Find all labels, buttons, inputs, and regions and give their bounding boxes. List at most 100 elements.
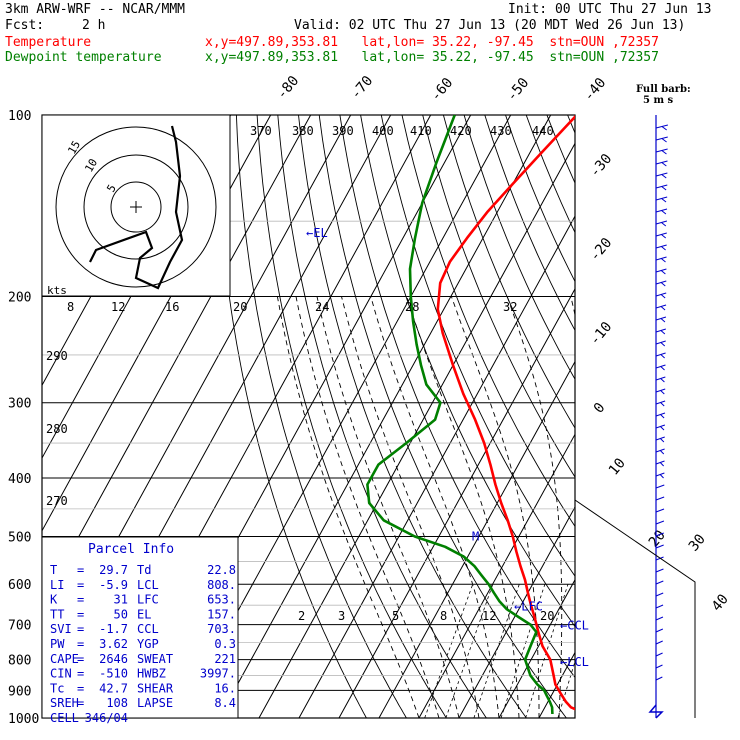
parcel-eq: = <box>77 607 84 621</box>
parcel-key: SHEAR <box>137 681 174 695</box>
wind-barb-flag <box>660 282 666 287</box>
parcel-key: EL <box>137 607 151 621</box>
parcel-eq: = <box>77 696 84 710</box>
wind-barb-flag <box>660 330 666 335</box>
wind-barb-flag <box>660 318 666 323</box>
parcel-value: 808. <box>207 578 236 592</box>
dry-adiabat <box>713 115 740 718</box>
theta-label: 380 <box>292 124 314 138</box>
parcel-value: 221 <box>214 652 236 666</box>
parcel-value: -1.7 <box>99 622 128 636</box>
wind-barb-flag <box>661 234 667 239</box>
mixing-ratio-label: 5 <box>392 609 399 623</box>
wind-barb-flag <box>660 354 665 359</box>
model-title: 3km ARW-WRF -- NCAR/MMM <box>5 2 186 17</box>
dewpoint-legend: Dewpoint temperature <box>5 50 162 65</box>
parcel-eq: = <box>77 622 84 636</box>
wind-barb <box>655 496 665 501</box>
pressure-label: 100 <box>8 109 31 124</box>
isotherm-line <box>218 115 552 718</box>
level-marker-el: ←EL <box>306 226 328 240</box>
parcel-eq: = <box>77 637 84 651</box>
isotherm-label: -40 <box>581 75 610 105</box>
isotherm-line <box>498 578 575 718</box>
pressure-label: 1000 <box>8 712 39 727</box>
parcel-value: 42.7 <box>99 681 128 695</box>
wind-barb-flag <box>660 402 665 407</box>
theta-label: 400 <box>372 124 394 138</box>
parcel-eq: = <box>77 578 84 592</box>
dry-adiabat <box>567 115 575 135</box>
hodograph-speed-label: 28 <box>405 300 419 314</box>
parcel-value: 346/04 <box>85 711 128 725</box>
wind-barb-flag <box>661 150 667 155</box>
moist-adiabat <box>370 296 500 718</box>
isotherm-line <box>42 115 312 605</box>
parcel-value: 108 <box>106 696 128 710</box>
temperature-line <box>436 115 575 711</box>
parcel-eq: = <box>77 652 84 666</box>
dewpoint-location: x,y=497.89,353.81 lat,lon= 35.22, -97.45… <box>205 50 659 65</box>
parcel-key: CELL <box>50 711 79 725</box>
parcel-key: T <box>50 563 57 577</box>
isotherm-line <box>619 115 740 718</box>
hodograph-box <box>41 114 231 297</box>
isotherm-label: -50 <box>504 75 533 105</box>
parcel-value: 31 <box>114 593 128 607</box>
parcel-value: 22.8 <box>207 563 236 577</box>
wind-barb-flag <box>660 294 666 299</box>
isotherm-line <box>418 433 575 718</box>
moist-adiabat <box>450 296 540 718</box>
wind-barb-flag <box>661 198 667 203</box>
parcel-key: CIN <box>50 667 72 681</box>
theta-label: 280 <box>46 422 68 436</box>
parcel-value: 2646 <box>99 652 128 666</box>
isotherm-line <box>659 115 740 718</box>
mixing-ratio-line <box>424 584 474 718</box>
wind-barb-flag <box>661 186 667 191</box>
hodograph-speed-label: 16 <box>165 300 179 314</box>
isotherm-label: 10 <box>606 455 629 478</box>
wind-barb <box>655 628 664 633</box>
isotherm-label: -30 <box>587 151 616 181</box>
isotherm-label: -60 <box>428 75 457 105</box>
pressure-label: 300 <box>8 397 31 412</box>
parcel-value: 3997. <box>200 667 236 681</box>
parcel-eq: = <box>77 593 84 607</box>
hodograph-speed-label: 32 <box>503 300 517 314</box>
theta-label: 390 <box>332 124 354 138</box>
temperature-legend: Temperature <box>5 35 92 50</box>
hodograph-units: kts <box>47 284 67 297</box>
parcel-key: Tc <box>50 681 64 695</box>
parcel-key: SWEAT <box>137 652 173 666</box>
wind-barb <box>655 604 664 609</box>
dewpoint-line <box>366 115 554 715</box>
wind-barb <box>655 592 664 597</box>
moist-adiabat <box>341 296 480 718</box>
parcel-key: LCL <box>137 578 159 592</box>
hodograph-speed-label: 24 <box>315 300 329 314</box>
wind-barb-flag <box>661 126 667 131</box>
wind-barb-flag <box>660 342 666 347</box>
wind-barb <box>655 520 665 525</box>
mixing-ratio-label: 8 <box>440 609 447 623</box>
hodograph-trace <box>89 125 184 290</box>
level-marker-m: M <box>472 529 479 543</box>
wind-barb <box>655 268 667 273</box>
wind-barb <box>655 616 664 621</box>
parcel-value: 29.7 <box>99 563 128 577</box>
hodograph-ring-label: 15 <box>65 139 83 157</box>
wind-barb-flag <box>660 438 665 443</box>
isotherm-line <box>378 360 575 718</box>
moist-adiabat <box>316 296 460 718</box>
level-marker-ccl: ←CCL <box>560 619 589 633</box>
moist-adiabat <box>406 296 520 718</box>
parcel-key: SVI <box>50 622 72 636</box>
fcst-label: Fcst: <box>5 18 45 33</box>
level-marker-lfc: ←LFC <box>514 599 543 613</box>
parcel-box <box>41 536 239 719</box>
parcel-value: 16. <box>214 681 236 695</box>
wind-barb <box>655 568 664 573</box>
